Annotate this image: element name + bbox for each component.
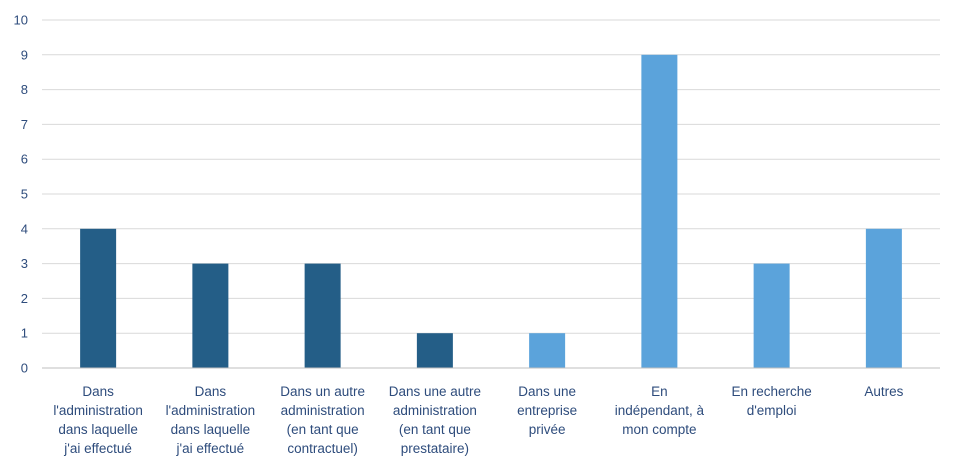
y-tick-label: 5: [21, 187, 28, 202]
y-axis-ticks: 0 1 2 3 4 5 6 7 8 9 10: [14, 13, 28, 376]
y-tick-label: 9: [21, 47, 28, 62]
category-label: Dans une autre administration (en tant que…: [389, 384, 481, 456]
y-tick-label: 3: [21, 256, 28, 271]
category-label-line: Dans une autre: [389, 384, 481, 399]
category-label-line: privée: [529, 422, 566, 437]
category-label: Dans un autre administration (en tant que c…: [280, 384, 365, 456]
category-label-line: En recherche: [731, 384, 811, 399]
bar: [641, 54, 678, 369]
category-label-line: administration: [281, 403, 365, 418]
bar: [529, 333, 566, 368]
category-label-line: entreprise: [517, 403, 577, 418]
y-tick-label: 1: [21, 326, 28, 341]
y-tick-label: 4: [21, 221, 28, 236]
category-label-line: l'administration: [53, 403, 143, 418]
y-tick-label: 8: [21, 82, 28, 97]
category-label: Dans une entreprise privée: [517, 384, 577, 437]
category-label-line: Dans une: [518, 384, 576, 399]
bar: [192, 263, 229, 368]
category-label: Dans l'administration dans laquelle j'ai ef…: [53, 384, 143, 456]
bar: [80, 228, 117, 368]
y-tick-label: 2: [21, 291, 28, 306]
category-label-line: Dans: [82, 384, 114, 399]
category-label-line: Autres: [864, 384, 903, 399]
category-label-line: indépendant, à: [615, 403, 705, 418]
bar: [304, 263, 341, 368]
category-label: En indépendant, à mon compte: [615, 384, 705, 437]
y-tick-label: 10: [14, 13, 28, 28]
bar: [416, 333, 453, 368]
category-label-line: contractuel): [287, 441, 358, 456]
category-label-line: prestataire): [401, 441, 469, 456]
category-label: Dans l'administration dans laquelle j'ai ef…: [166, 384, 256, 456]
category-label-line: Dans un autre: [280, 384, 365, 399]
bar: [865, 228, 902, 368]
gridlines: [42, 19, 940, 334]
bars: [80, 54, 902, 369]
x-axis-categories: Dans l'administration dans laquelle j'ai ef…: [53, 384, 903, 456]
category-label: Autres: [864, 384, 903, 399]
category-label-line: dans laquelle: [58, 422, 138, 437]
y-tick-label: 6: [21, 152, 28, 167]
category-label-line: dans laquelle: [171, 422, 251, 437]
y-tick-label: 7: [21, 117, 28, 132]
category-label-line: mon compte: [622, 422, 696, 437]
bar: [753, 263, 790, 368]
category-label-line: (en tant que: [399, 422, 471, 437]
category-label-line: En: [651, 384, 668, 399]
y-tick-label: 0: [21, 361, 28, 376]
category-label-line: (en tant que: [287, 422, 359, 437]
category-label-line: j'ai effectué: [176, 441, 245, 456]
category-label-line: d'emploi: [747, 403, 797, 418]
category-label-line: l'administration: [166, 403, 256, 418]
category-label-line: j'ai effectué: [63, 441, 132, 456]
category-label-line: administration: [393, 403, 477, 418]
category-label-line: Dans: [195, 384, 227, 399]
category-label: En recherche d'emploi: [731, 384, 811, 418]
